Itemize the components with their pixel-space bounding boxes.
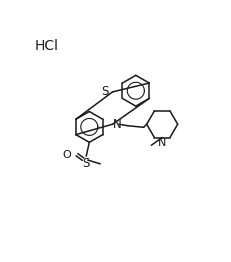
Text: S: S xyxy=(82,157,90,170)
Text: S: S xyxy=(101,85,109,99)
Text: N: N xyxy=(158,138,166,148)
Text: O: O xyxy=(62,150,71,160)
Text: N: N xyxy=(113,118,122,131)
Text: HCl: HCl xyxy=(35,39,59,53)
